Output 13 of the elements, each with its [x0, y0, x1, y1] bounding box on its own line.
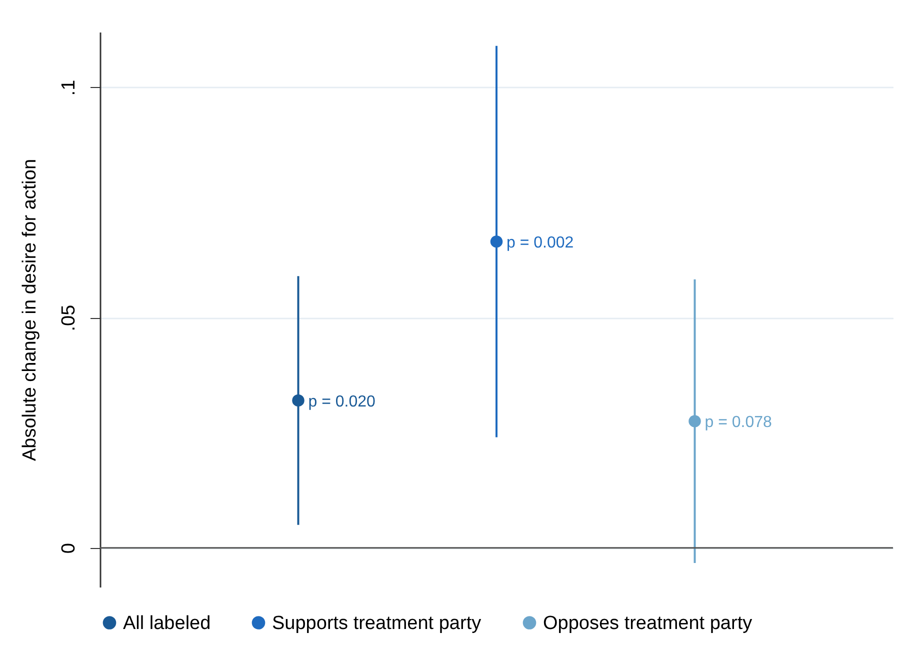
annotation: p = 0.002 [506, 234, 574, 252]
legend-label: Opposes treatment party [543, 612, 753, 634]
y-axis-title: Absolute change in desire for action [20, 158, 40, 462]
point [490, 235, 503, 248]
y-tick-label: .1 [58, 80, 80, 96]
y-tick-label: 0 [58, 543, 80, 554]
legend-label: All labeled [123, 612, 211, 634]
y-tick-label: .05 [58, 304, 80, 332]
annotation: p = 0.020 [308, 393, 376, 410]
point [688, 415, 701, 428]
point [292, 394, 304, 407]
legend-label: Supports treatment party [272, 612, 482, 634]
annotation: p = 0.078 [704, 414, 772, 432]
